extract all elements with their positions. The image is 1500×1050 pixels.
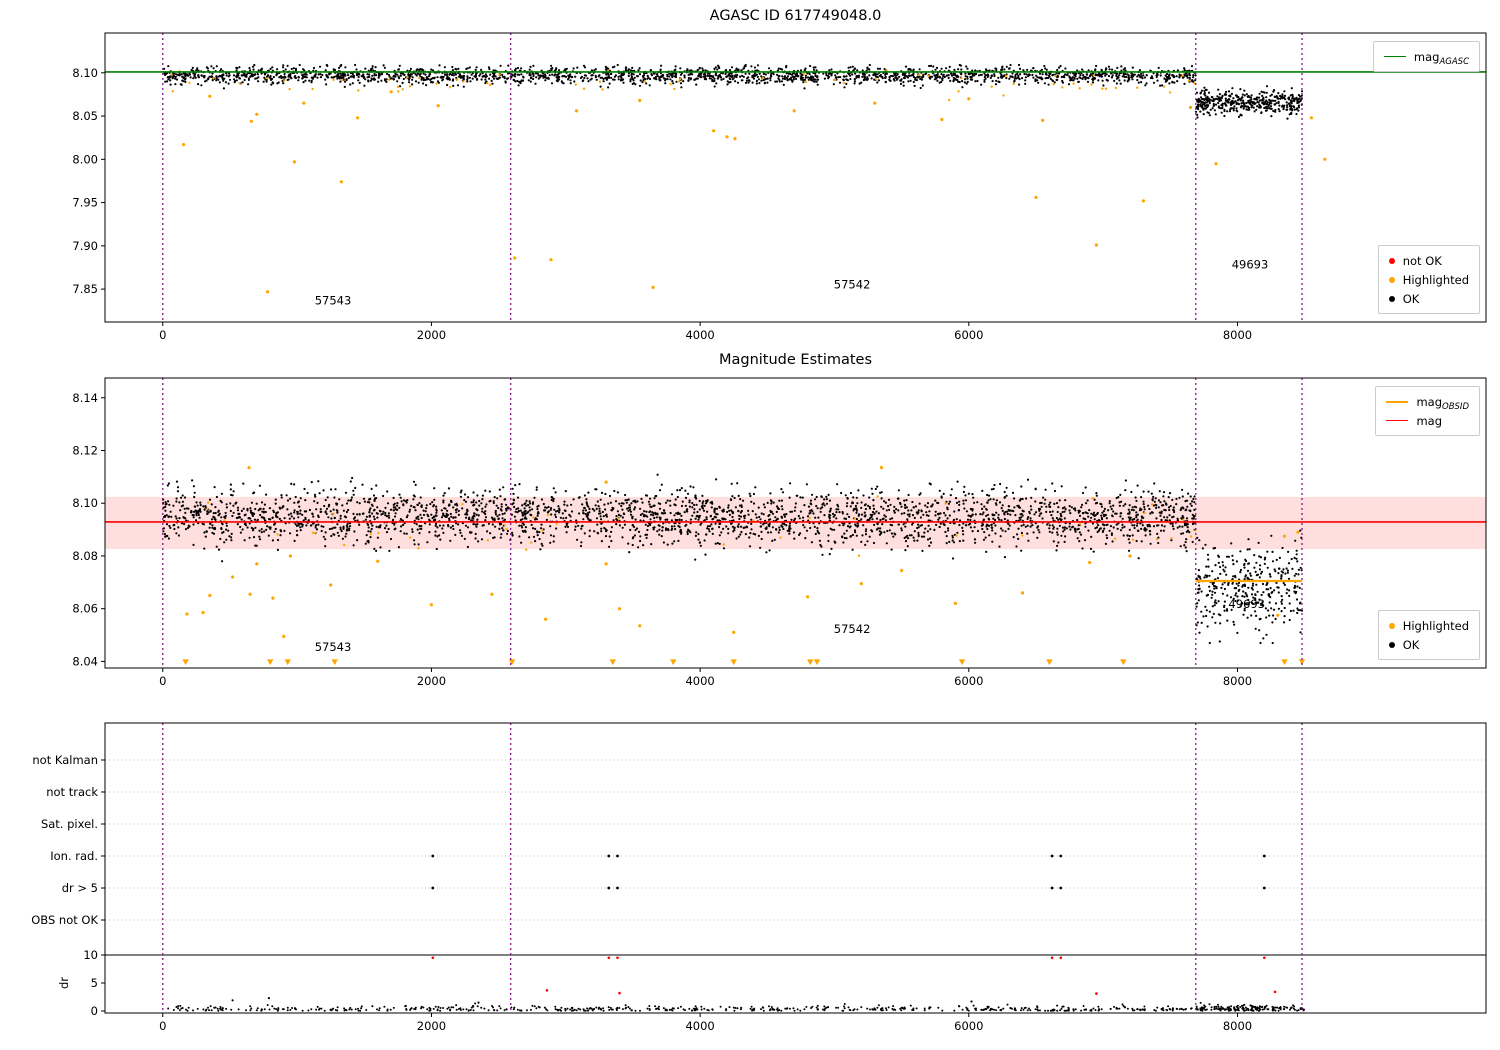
legend: not OK Highlighted OK <box>1377 245 1480 314</box>
y-tick-label: 5 <box>91 976 98 990</box>
x-tick-label: 8000 <box>1223 1019 1252 1033</box>
legend-item: not OK <box>1388 251 1469 270</box>
obsid-label: 57542 <box>834 277 871 291</box>
y-tick-label: 8.12 <box>72 444 98 458</box>
x-tick-label: 8000 <box>1223 328 1252 342</box>
y-tick-label: 0 <box>91 1004 98 1018</box>
y-tick-label: not track <box>46 785 98 799</box>
legend-item: Highlighted <box>1388 270 1469 289</box>
plot-agasc: 57543 57542 49693 0 2000 4000 6000 8000 7.85 7.90… <box>72 32 1487 342</box>
scatter-cluster <box>1195 1001 1303 1012</box>
legend-label: Highlighted <box>1402 618 1469 633</box>
legend-dot-swatch <box>1388 276 1395 283</box>
legend-label: Highlighted <box>1402 272 1469 287</box>
y-tick-label: 7.85 <box>72 282 98 296</box>
y-tick-label: Sat. pixel. <box>41 817 98 831</box>
legend-dot-swatch <box>1388 295 1395 302</box>
axes-frame <box>104 722 1487 1014</box>
legend-label: mag <box>1416 413 1443 428</box>
obsid-label: 57542 <box>834 622 871 636</box>
legend-item: Highlighted <box>1388 616 1469 635</box>
legend-label: not OK <box>1402 253 1442 268</box>
legend: magOBSID mag <box>1375 386 1480 436</box>
x-tick-label: 8000 <box>1223 674 1252 688</box>
scatter-cluster <box>1195 529 1304 645</box>
obsid-label: 57543 <box>315 640 352 654</box>
x-tick-label: 6000 <box>954 1019 983 1033</box>
x-tick-label: 6000 <box>954 674 983 688</box>
x-tick-label: 2000 <box>417 1019 446 1033</box>
legend-label: magAGASC <box>1413 49 1469 67</box>
legend: Highlighted OK <box>1377 610 1480 660</box>
plot-mags: 57543 57542 49693 0 2000 4000 6000 8000 8.04 8.06… <box>72 377 1487 688</box>
scatter-cluster <box>170 69 1196 102</box>
x-tick-label: 0 <box>159 1019 166 1033</box>
flag-dots <box>431 854 1266 890</box>
scatter-points <box>231 997 973 1004</box>
legend-label: OK <box>1402 291 1420 306</box>
scatter-points <box>185 466 1300 639</box>
legend: magAGASC <box>1372 41 1480 72</box>
legend-item: magAGASC <box>1383 47 1469 67</box>
legend-dot-swatch <box>1388 622 1395 629</box>
plot2-title: Magnitude Estimates <box>718 352 873 368</box>
clipped-value-markers <box>182 659 1306 666</box>
legend-dot-swatch <box>1388 257 1395 264</box>
plot1-title: AGASC ID 617749048.0 <box>709 8 882 24</box>
x-tick-label: 0 <box>159 674 166 688</box>
scatter-cluster <box>206 495 1197 557</box>
x-tick-label: 6000 <box>954 328 983 342</box>
scatter-cluster <box>163 63 1197 90</box>
scatter-cluster <box>1194 85 1304 120</box>
legend-item: magOBSID <box>1386 392 1469 412</box>
legend-item: OK <box>1388 289 1469 308</box>
legend-dot-swatch <box>1388 641 1395 648</box>
y-tick-label: 8.06 <box>72 602 98 616</box>
y-tick-label: 8.10 <box>72 66 98 80</box>
legend-item: mag <box>1386 411 1469 430</box>
legend-label: magOBSID <box>1416 394 1469 412</box>
obsid-label: 49693 <box>1228 597 1265 611</box>
y-tick-label: 8.05 <box>72 109 98 123</box>
y-tick-label: 8.00 <box>72 152 98 166</box>
legend-line-swatch <box>1383 56 1406 57</box>
y-tick-label: 8.08 <box>72 549 98 563</box>
axes-frame <box>104 32 1487 323</box>
x-tick-label: 4000 <box>685 328 714 342</box>
x-tick-label: 2000 <box>417 674 446 688</box>
y-tick-label: dr > 5 <box>62 881 98 895</box>
scatter-cluster <box>167 1002 1305 1012</box>
legend-line-swatch <box>1386 420 1409 421</box>
x-tick-label: 4000 <box>685 674 714 688</box>
x-tick-label: 0 <box>159 328 166 342</box>
obsid-label: 49693 <box>1232 257 1269 271</box>
x-tick-label: 4000 <box>685 1019 714 1033</box>
legend-line-swatch <box>1386 400 1409 403</box>
legend-label-subscript: OBSID <box>1442 401 1469 412</box>
y-tick-label: 7.90 <box>72 239 98 253</box>
y-tick-label: 8.14 <box>72 391 98 405</box>
y-tick-label: 8.04 <box>72 654 98 668</box>
y-tick-label: 7.95 <box>72 196 98 210</box>
obsid-label: 57543 <box>315 294 352 308</box>
scatter-points <box>431 956 1277 995</box>
y-tick-label: Ion. rad. <box>50 849 98 863</box>
y-tick-label: 10 <box>83 948 98 962</box>
x-tick-label: 2000 <box>417 328 446 342</box>
legend-label-subscript: AGASC <box>1439 56 1469 67</box>
legend-label: OK <box>1402 637 1420 652</box>
legend-item: OK <box>1388 635 1469 654</box>
y-axis-label: dr <box>57 977 71 989</box>
y-tick-label: 8.10 <box>72 496 98 510</box>
scatter-points <box>182 90 1327 294</box>
y-tick-label: OBS not OK <box>31 913 98 927</box>
axes-frame <box>104 377 1487 669</box>
plot-flags: 0 2000 4000 6000 8000 not Kalman not track Sat.… <box>31 722 1487 1033</box>
y-tick-label: not Kalman <box>32 753 98 767</box>
